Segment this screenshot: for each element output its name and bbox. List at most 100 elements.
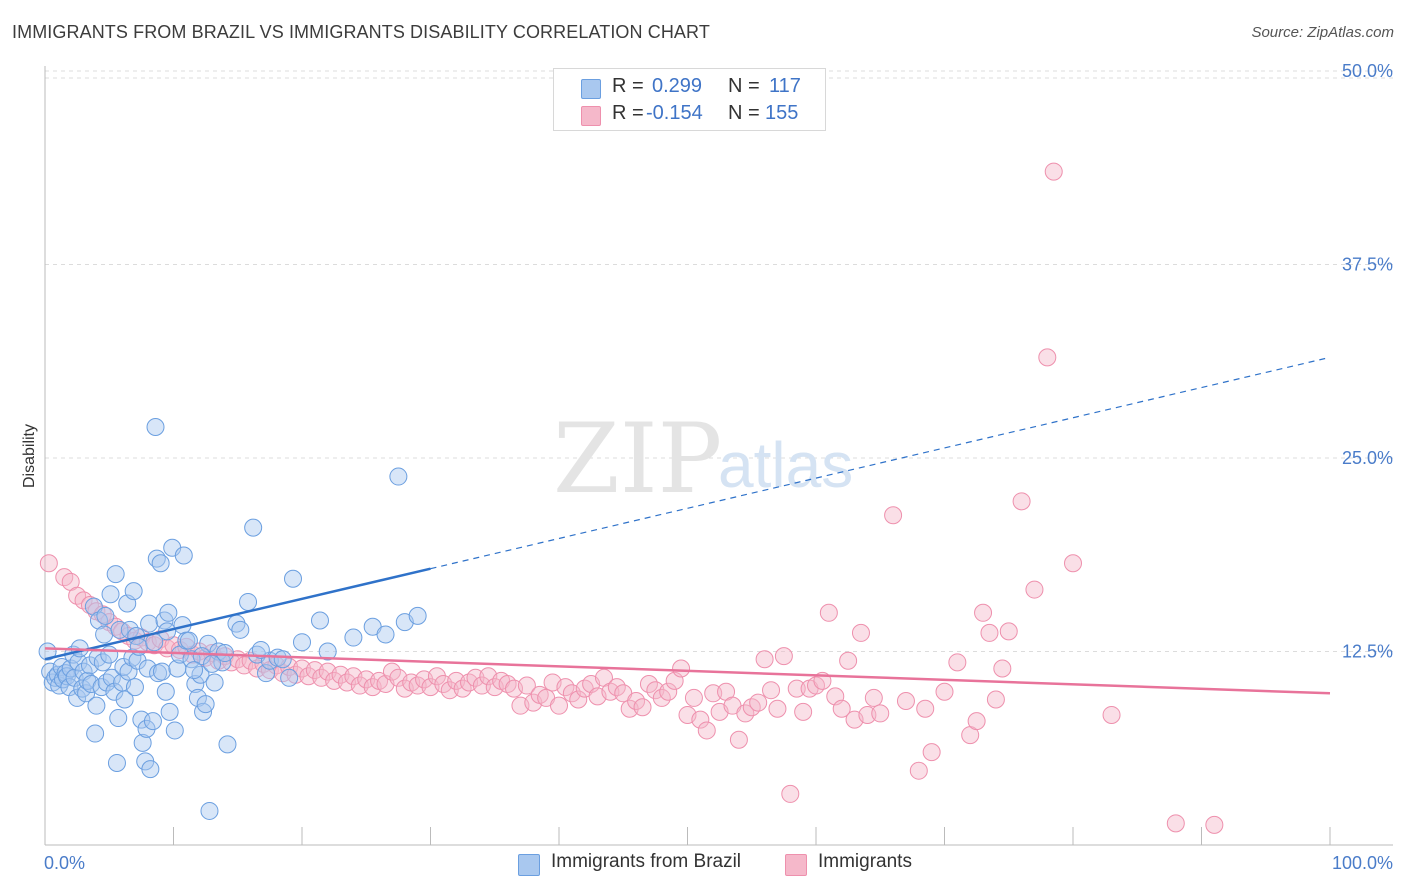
r-label: R = bbox=[612, 102, 644, 124]
brazil-point bbox=[96, 606, 115, 625]
brazil-point bbox=[344, 628, 363, 647]
immigrants-point bbox=[1166, 814, 1185, 833]
immigrants-point bbox=[472, 676, 491, 695]
immigrants-point bbox=[871, 704, 890, 723]
immigrants-point bbox=[909, 761, 928, 780]
brazil-point bbox=[160, 702, 179, 721]
brazil-n-value: 117 bbox=[769, 75, 801, 97]
immigrants-point bbox=[1025, 580, 1044, 599]
immigrants-point bbox=[466, 668, 485, 687]
brazil-point bbox=[107, 753, 126, 772]
brazil-point bbox=[38, 642, 57, 661]
n-label: N = bbox=[728, 102, 760, 124]
immigrants-point bbox=[851, 623, 870, 642]
brazil-point bbox=[125, 678, 144, 697]
immigrants-point bbox=[729, 730, 748, 749]
x-tick-labels: 0.0% 100.0% bbox=[44, 853, 1393, 873]
brazil-point bbox=[174, 546, 193, 565]
immigrants-point bbox=[819, 603, 838, 622]
brazil-point bbox=[293, 633, 311, 652]
brazil-point bbox=[389, 467, 408, 486]
brazil-point bbox=[124, 582, 143, 601]
brazil-point bbox=[408, 606, 427, 625]
immigrants-point bbox=[948, 653, 967, 672]
immigrants-point bbox=[684, 688, 703, 707]
brazil-point bbox=[185, 661, 204, 680]
immigrants-swatch bbox=[581, 106, 601, 126]
stats-box: R = 0.299 N = 117 R = -0.154 N = 155 bbox=[553, 68, 826, 131]
immigrants-point bbox=[884, 506, 903, 525]
brazil-point bbox=[115, 690, 134, 709]
x-tick-label: 0.0% bbox=[44, 853, 85, 873]
immigrants-r-value: -0.154 bbox=[646, 102, 703, 124]
watermark-zip: ZIP bbox=[553, 403, 722, 515]
immigrants-point bbox=[742, 698, 761, 717]
immigrants-point bbox=[447, 671, 466, 690]
immigrants-point bbox=[305, 661, 324, 680]
watermark-atlas: atlas bbox=[718, 429, 853, 501]
brazil-point bbox=[165, 721, 184, 740]
brazil-point bbox=[105, 682, 124, 701]
immigrants-point bbox=[755, 650, 774, 669]
immigrants-point bbox=[517, 676, 536, 695]
legend-immigrants-label: Immigrants bbox=[818, 851, 912, 872]
brazil-point bbox=[205, 673, 224, 692]
immigrants-point bbox=[896, 692, 915, 711]
immigrants-point bbox=[55, 568, 74, 587]
brazil-point bbox=[82, 675, 101, 693]
immigrants-point bbox=[839, 651, 858, 670]
trendlines bbox=[44, 356, 1331, 695]
brazil-point bbox=[138, 659, 157, 678]
brazil-point bbox=[280, 668, 299, 687]
brazil-r-value: 0.299 bbox=[652, 75, 703, 97]
legend-brazil-swatch bbox=[518, 854, 540, 876]
y-tick-label: 37.5% bbox=[1342, 254, 1393, 274]
immigrants-point bbox=[768, 699, 787, 718]
axes bbox=[44, 66, 1393, 846]
immigrants-n-value: 155 bbox=[765, 102, 799, 124]
brazil-point bbox=[191, 665, 210, 684]
immigrants-point bbox=[980, 623, 999, 642]
brazil-point bbox=[68, 688, 87, 707]
brazil-point bbox=[93, 653, 112, 672]
brazil-point bbox=[215, 644, 234, 663]
brazil-point bbox=[284, 569, 303, 588]
brazil-point bbox=[376, 625, 395, 644]
brazil-point bbox=[251, 640, 270, 659]
immigrants-point bbox=[916, 699, 935, 718]
brazil-point bbox=[106, 565, 125, 584]
immigrants-point bbox=[440, 681, 459, 700]
immigrants-point bbox=[993, 659, 1012, 678]
brazil-point bbox=[159, 603, 178, 622]
brazil-point bbox=[192, 647, 211, 666]
legend-immigrants-swatch bbox=[785, 854, 807, 876]
brazil-point bbox=[101, 585, 120, 604]
brazil-point bbox=[151, 554, 170, 573]
immigrants-point bbox=[633, 698, 652, 717]
brazil-point bbox=[95, 625, 114, 644]
immigrants-point bbox=[646, 681, 665, 700]
immigrants-point bbox=[1038, 348, 1057, 367]
y-axis-title: Disability bbox=[21, 424, 38, 488]
immigrants-point bbox=[935, 682, 954, 701]
immigrants-point bbox=[832, 699, 851, 718]
immigrants-point bbox=[498, 675, 517, 693]
immigrants-point bbox=[569, 690, 588, 709]
immigrants-point bbox=[601, 682, 620, 701]
brazil-point bbox=[196, 695, 215, 714]
immigrants-point bbox=[68, 586, 87, 605]
immigrants-point bbox=[331, 665, 350, 684]
x-tick-label: 100.0% bbox=[1332, 853, 1393, 873]
immigrants-point bbox=[858, 705, 877, 724]
y-tick-label: 50.0% bbox=[1342, 61, 1393, 81]
immigrants-point bbox=[704, 684, 723, 703]
brazil-point bbox=[239, 592, 258, 611]
watermark: ZIP atlas bbox=[553, 403, 853, 515]
immigrants-trendline bbox=[44, 647, 1331, 695]
immigrants-point bbox=[697, 721, 716, 740]
immigrants-point bbox=[807, 676, 825, 695]
brazil-point bbox=[273, 650, 292, 669]
chart-title: IMMIGRANTS FROM BRAZIL VS IMMIGRANTS DIS… bbox=[12, 22, 710, 42]
brazil-point bbox=[123, 648, 142, 667]
